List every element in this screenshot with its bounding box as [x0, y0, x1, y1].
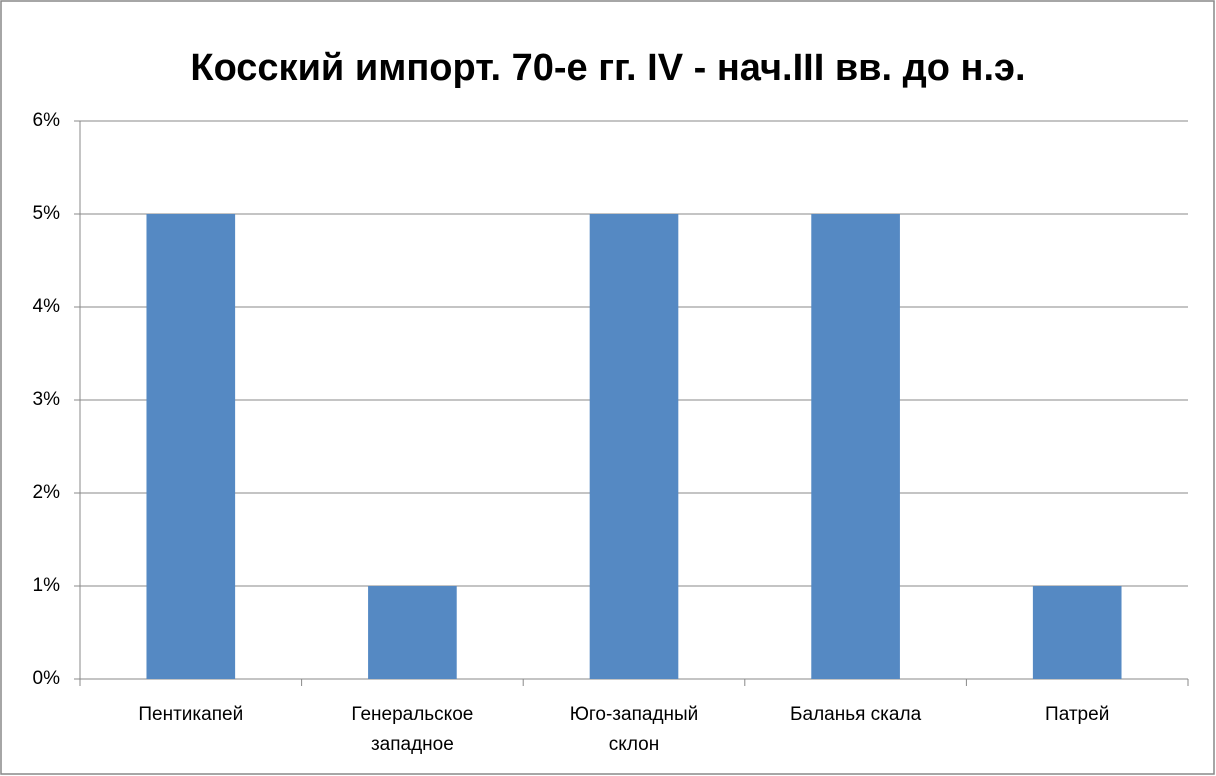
y-tick-label: 3% — [33, 389, 61, 410]
bar — [146, 214, 236, 679]
y-tick-label: 0% — [33, 668, 61, 689]
bar — [589, 214, 679, 679]
chart-title: Косский импорт. 70-е гг. IV - нач.III вв… — [190, 47, 1025, 89]
x-tick-label: Пентикапей — [138, 704, 244, 725]
x-tick-label: Патрей — [1045, 704, 1110, 725]
x-tick-label: Баланья скала — [790, 704, 922, 725]
y-tick-label: 6% — [33, 110, 61, 131]
bar — [1032, 586, 1122, 679]
y-tick-label: 2% — [33, 482, 61, 503]
bar — [811, 214, 900, 679]
bar — [368, 586, 457, 679]
y-tick-label: 5% — [33, 203, 61, 224]
x-tick-label: Генеральское западное — [351, 704, 474, 755]
y-tick-label: 4% — [33, 296, 61, 317]
x-tick-label: Юго-западный склон — [569, 704, 699, 755]
y-tick-label: 1% — [33, 575, 61, 596]
